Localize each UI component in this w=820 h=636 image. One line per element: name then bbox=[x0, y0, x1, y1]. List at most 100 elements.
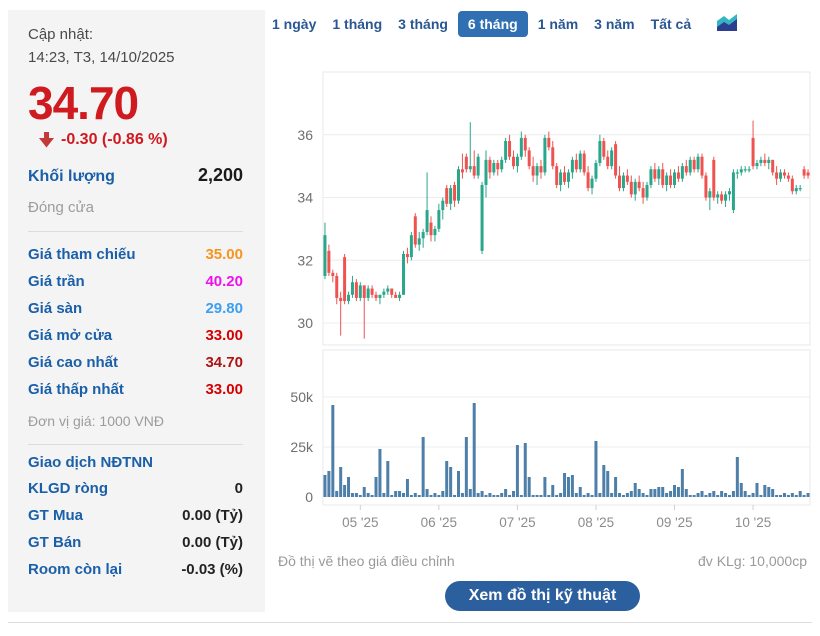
candle-body bbox=[755, 163, 759, 167]
tab-1-ngày[interactable]: 1 ngày bbox=[272, 16, 317, 32]
candle-body bbox=[688, 159, 692, 173]
candle-body bbox=[759, 159, 763, 163]
volume-bar bbox=[358, 495, 362, 497]
volume-bar bbox=[798, 491, 802, 497]
volume-bar bbox=[751, 493, 755, 497]
volume-bar bbox=[645, 495, 649, 497]
volume-bar bbox=[390, 495, 394, 497]
candle-body bbox=[673, 172, 677, 185]
volume-bar bbox=[429, 495, 433, 497]
volume-bar bbox=[661, 487, 665, 497]
volume-bar bbox=[425, 489, 429, 497]
tab-1-tháng[interactable]: 1 tháng bbox=[332, 16, 383, 32]
volume-bar bbox=[747, 495, 751, 497]
volume-bar bbox=[688, 495, 692, 497]
volume-bar bbox=[786, 495, 790, 497]
volume-bar bbox=[398, 491, 402, 497]
candle-body bbox=[790, 178, 794, 192]
volume-bar bbox=[496, 495, 500, 497]
volume-bar bbox=[653, 489, 657, 497]
volume-bar bbox=[327, 471, 331, 497]
volume-bar bbox=[739, 483, 743, 497]
volume-bar bbox=[696, 493, 700, 497]
candle-body bbox=[775, 172, 779, 179]
volume-bar bbox=[543, 477, 547, 497]
candle-body bbox=[374, 294, 378, 298]
candle-body bbox=[559, 172, 563, 185]
technical-chart-button[interactable]: Xem đồ thị kỹ thuật bbox=[444, 581, 641, 611]
candle-body bbox=[453, 184, 457, 201]
tab-tất-cả[interactable]: Tất cả bbox=[650, 16, 692, 32]
candle-body bbox=[535, 166, 539, 176]
sidebar-divider bbox=[28, 444, 243, 446]
candle-body bbox=[362, 285, 366, 298]
volume-label: Khối lượng bbox=[28, 168, 115, 186]
candle-body bbox=[566, 172, 570, 182]
candle-body bbox=[441, 200, 445, 211]
tab-6-tháng[interactable]: 6 tháng bbox=[457, 11, 528, 37]
volume-bar bbox=[790, 493, 794, 497]
volume-bar bbox=[527, 477, 531, 497]
volume-bar bbox=[472, 403, 476, 497]
last-price: 34.70 bbox=[28, 77, 139, 129]
stat-label: Giá cao nhất bbox=[28, 354, 119, 372]
price-axis-label: 34 bbox=[297, 190, 313, 206]
candle-body bbox=[625, 175, 629, 182]
candle-body bbox=[543, 137, 547, 173]
volume-bar bbox=[759, 495, 763, 497]
volume-bar bbox=[354, 493, 358, 497]
candle-body bbox=[649, 169, 653, 185]
volume-bar bbox=[460, 493, 464, 497]
candle-body bbox=[421, 232, 425, 239]
candle-body bbox=[555, 166, 559, 185]
foreign-stat-row: GT Mua 0.00 (Tỷ) bbox=[28, 502, 243, 529]
price-change-row: -0.30 (-0.86 %) bbox=[38, 131, 243, 149]
volume-bar bbox=[409, 495, 413, 497]
candle-body bbox=[515, 156, 519, 167]
candle-body bbox=[735, 172, 739, 174]
candle-body bbox=[339, 297, 343, 302]
volume-bar bbox=[350, 493, 354, 497]
candle-body bbox=[460, 169, 464, 173]
candle-body bbox=[641, 188, 645, 198]
foreign-trade-title: Giao dịch NĐTNN bbox=[28, 454, 154, 472]
candle-body bbox=[358, 285, 362, 298]
volume-bar bbox=[539, 495, 543, 497]
candle-body bbox=[696, 156, 700, 170]
price-stats: Giá tham chiếu 35.00 Giá trần 40.20 Giá sàn 2… bbox=[28, 241, 243, 403]
volume-bar bbox=[602, 465, 606, 497]
candle-body bbox=[629, 181, 633, 195]
price-volume-chart[interactable]: 30 32 34 36 0 25k 50k 05 '25 06 '25 07 '25 08 '25 0… bbox=[265, 60, 815, 545]
candle-body bbox=[661, 169, 665, 185]
stat-label: Giá thấp nhất bbox=[28, 381, 124, 399]
candle-body bbox=[563, 172, 567, 182]
volume-bar bbox=[508, 495, 512, 497]
candle-body bbox=[802, 169, 806, 176]
candle-body bbox=[570, 159, 574, 173]
candle-body bbox=[606, 156, 610, 167]
price-unit-note: Đơn vị giá: 1000 VNĐ bbox=[28, 413, 165, 430]
stat-label: KLGD ròng bbox=[28, 480, 108, 498]
volume-bar bbox=[382, 493, 386, 497]
volume-bar bbox=[755, 483, 759, 497]
x-axis-label: 08 '25 bbox=[578, 515, 614, 530]
volume-bar bbox=[794, 495, 798, 497]
volume-row: Khối lượng 2,200 bbox=[28, 165, 243, 186]
tab-1-năm[interactable]: 1 năm bbox=[537, 16, 579, 32]
stat-value: 34.70 bbox=[205, 354, 243, 372]
volume-bar bbox=[618, 493, 622, 497]
arrow-down-icon bbox=[39, 132, 54, 148]
volume-bar bbox=[649, 489, 653, 497]
tab-3-năm[interactable]: 3 năm bbox=[594, 16, 635, 32]
stat-label: Giá mở cửa bbox=[28, 327, 113, 345]
volume-bar bbox=[449, 467, 453, 497]
area-chart-icon[interactable] bbox=[715, 13, 739, 35]
tab-3-tháng[interactable]: 3 tháng bbox=[398, 16, 448, 32]
volume-bar bbox=[665, 493, 669, 497]
volume-bar bbox=[523, 443, 527, 497]
candle-body bbox=[586, 172, 590, 189]
range-tabs: 1 ngày 1 tháng 3 tháng 6 tháng 1 năm 3 năm Tất… bbox=[272, 10, 739, 38]
volume-bar bbox=[763, 485, 767, 497]
candle-body bbox=[347, 294, 351, 302]
volume-bar bbox=[680, 469, 684, 497]
